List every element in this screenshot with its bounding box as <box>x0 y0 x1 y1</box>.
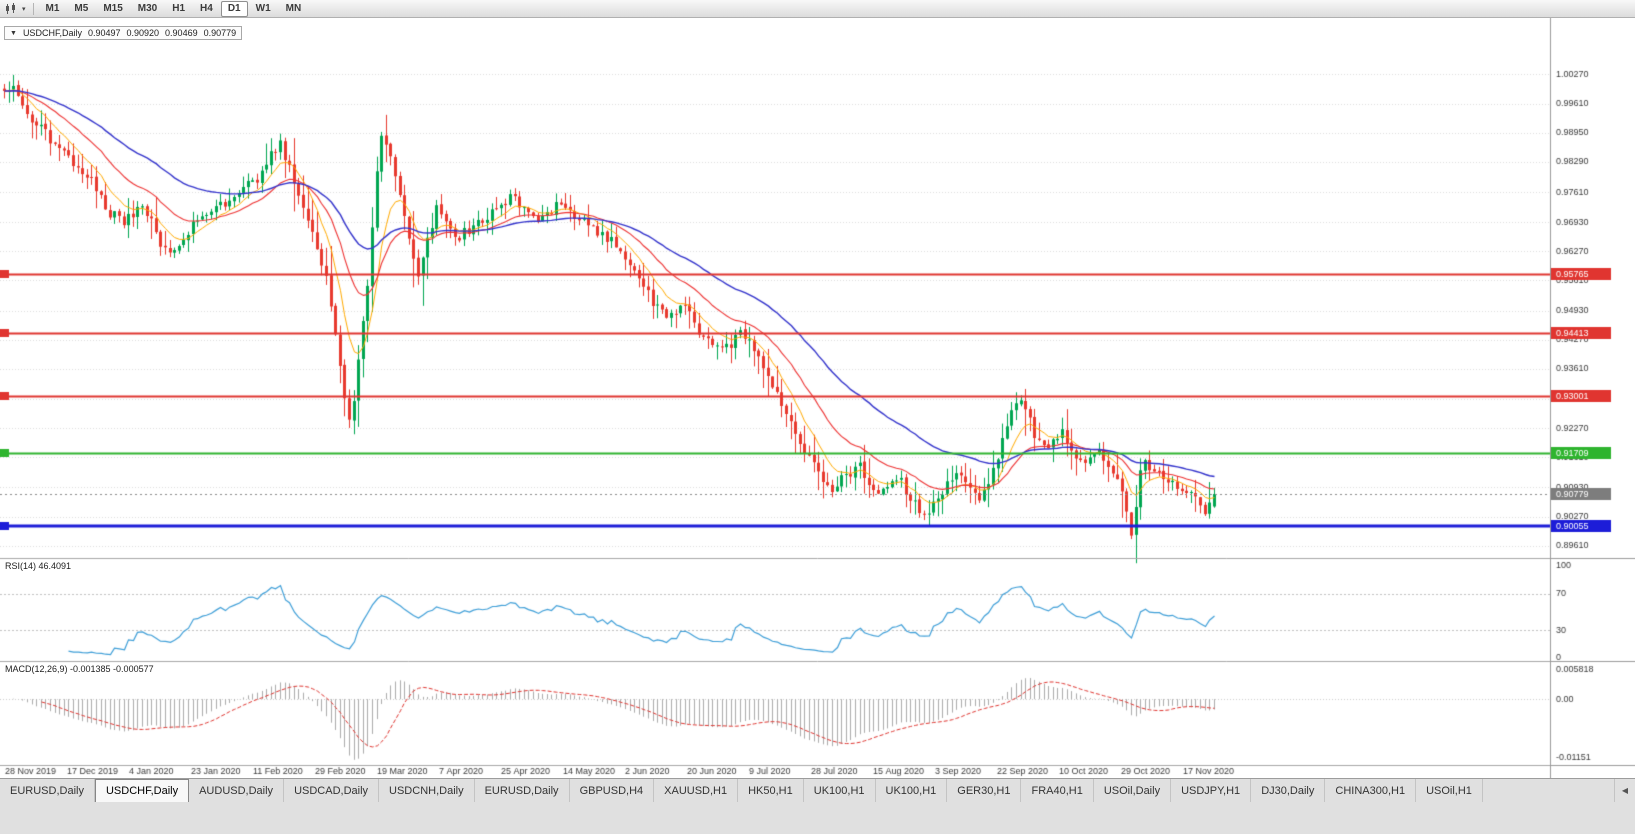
timeframe-button-h4[interactable]: H4 <box>200 2 213 14</box>
macd-label: MACD(12,26,9) -0.001385 -0.000577 <box>5 664 154 674</box>
ohlc-low: 0.90469 <box>165 28 198 38</box>
timeframe-button-w1[interactable]: W1 <box>255 2 271 14</box>
status-area <box>0 802 1635 834</box>
chart-tabs: EURUSD,Daily USDCHF,Daily AUDUSD,Daily USDC… <box>0 779 1483 802</box>
chart-type-dropdown-icon[interactable]: ▾ <box>22 5 26 13</box>
symbol-title-box[interactable]: ▼ USDCHF,Daily 0.90497 0.90920 0.90469 0… <box>4 26 243 40</box>
price-chart-canvas[interactable] <box>0 18 1635 778</box>
chart-tabs-bar: EURUSD,Daily USDCHF,Daily AUDUSD,Daily USDC… <box>0 778 1635 802</box>
chart-tab-hk50-h1[interactable]: HK50,H1 <box>738 779 804 802</box>
chart-tab-usdchf-daily[interactable]: USDCHF,Daily <box>94 779 190 802</box>
chart-tab-usdjpy-h1[interactable]: USDJPY,H1 <box>1171 779 1252 802</box>
chart-tab-audusd-daily[interactable]: AUDUSD,Daily <box>189 779 285 802</box>
chart-tab-uk100-h1[interactable]: UK100,H1 <box>804 779 876 802</box>
chart-tab-eurusd-daily[interactable]: EURUSD,Daily <box>475 779 570 802</box>
chart-tab-uk100-h1[interactable]: UK100,H1 <box>876 779 948 802</box>
symbol-dropdown-icon[interactable]: ▼ <box>10 29 17 37</box>
timeframe-button-m1[interactable]: M1 <box>45 2 60 14</box>
tabs-scroll-left-button[interactable]: ◀ <box>1613 779 1635 802</box>
chart-tab-usdcad-daily[interactable]: USDCAD,Daily <box>284 779 380 802</box>
chart-tab-usoil-h1[interactable]: USOil,H1 <box>1416 779 1483 802</box>
timeframe-button-d1[interactable]: D1 <box>220 0 248 17</box>
chart-tab-xauusd-h1[interactable]: XAUUSD,H1 <box>654 779 739 802</box>
chart-tab-china300-h1[interactable]: CHINA300,H1 <box>1325 779 1417 802</box>
ohlc-high: 0.90920 <box>126 28 160 38</box>
rsi-label: RSI(14) 46.4091 <box>5 561 72 571</box>
symbol-title: USDCHF,Daily <box>22 28 82 38</box>
chart-tab-usoil-daily[interactable]: USOil,Daily <box>1094 779 1172 802</box>
chart-tab-usdcnh-daily[interactable]: USDCNH,Daily <box>379 779 475 802</box>
chart-window: ▼ USDCHF,Daily 0.90497 0.90920 0.90469 0… <box>0 18 1635 778</box>
timeframe-toolbar: ▾ M1 M5 M15 M30 H1 H4 D1 W1 MN <box>0 0 1635 18</box>
chart-tab-fra40-h1[interactable]: FRA40,H1 <box>1021 779 1094 802</box>
chart-tab-eurusd-daily[interactable]: EURUSD,Daily <box>0 779 95 802</box>
chart-tab-ger30-h1[interactable]: GER30,H1 <box>947 779 1022 802</box>
timeframe-button-m30[interactable]: M30 <box>137 2 158 14</box>
ohlc-open: 0.90497 <box>87 28 121 38</box>
chart-tab-gbpusd-h4[interactable]: GBPUSD,H4 <box>570 779 655 802</box>
chart-tab-dj30-daily[interactable]: DJ30,Daily <box>1251 779 1326 802</box>
chart-type-icon[interactable] <box>3 2 19 16</box>
timeframe-button-m5[interactable]: M5 <box>74 2 89 14</box>
timeframe-button-h1[interactable]: H1 <box>172 2 186 14</box>
timeframe-button-m15[interactable]: M15 <box>103 2 123 14</box>
ohlc-close: 0.90779 <box>203 28 237 38</box>
timeframe-button-mn[interactable]: MN <box>285 2 302 14</box>
toolbar-separator <box>32 2 34 15</box>
timeframe-toolbar-buttons: M1 M5 M15 M30 H1 H4 D1 W1 MN <box>39 0 309 17</box>
